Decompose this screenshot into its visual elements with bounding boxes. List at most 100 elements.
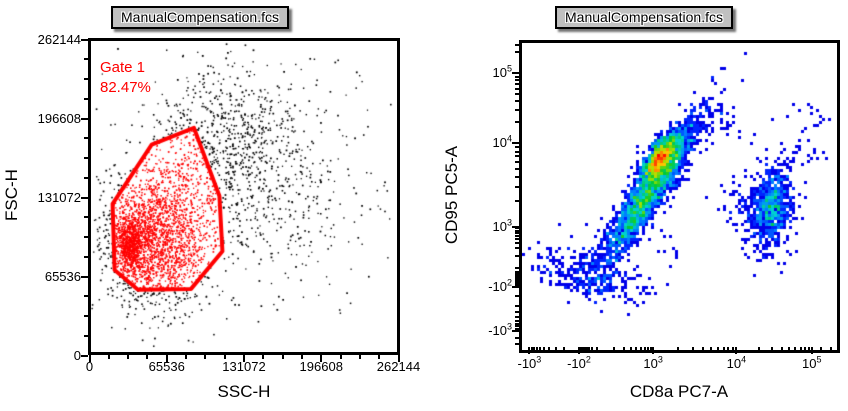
y-major-tick <box>81 196 88 199</box>
x-minor-tick <box>127 355 130 359</box>
y-minor-tick <box>515 255 519 258</box>
x-minor-tick <box>185 355 188 359</box>
y-minor-tick <box>515 273 519 275</box>
y-minor-tick <box>515 109 519 111</box>
x-minor-tick <box>643 347 646 351</box>
y-minor-tick <box>515 146 519 149</box>
x-axis-label-left[interactable]: SSC-H <box>217 382 271 401</box>
x-tick-label: 105 <box>802 354 822 371</box>
x-minor-tick <box>649 347 652 351</box>
y-minor-tick <box>84 216 88 219</box>
x-major-tick <box>243 355 245 362</box>
y-major-tick <box>512 225 519 228</box>
y-minor-tick <box>515 43 519 46</box>
x-minor-tick <box>731 347 734 351</box>
y-tick-label: 105 <box>492 63 512 81</box>
x-minor-tick <box>204 355 207 359</box>
x-minor-tick <box>563 347 566 351</box>
plot-title-left[interactable]: ManualCompensation.fcs <box>111 6 289 29</box>
x-minor-tick <box>820 347 822 351</box>
x-minor-tick <box>591 347 594 351</box>
x-axis-label-right[interactable]: CD8a PC7-A <box>629 382 729 401</box>
y-minor-tick <box>84 78 88 80</box>
x-minor-tick <box>378 355 381 359</box>
y-major-tick <box>81 117 88 120</box>
y-minor-tick <box>515 316 519 319</box>
y-minor-tick <box>515 51 519 54</box>
y-minor-tick <box>515 280 519 283</box>
x-minor-tick <box>808 347 811 351</box>
y-major-tick <box>81 354 88 357</box>
x-major-tick <box>88 355 91 362</box>
y-minor-tick <box>515 82 519 85</box>
y-minor-tick <box>515 237 519 240</box>
x-minor-tick <box>223 355 226 359</box>
x-minor-tick <box>530 347 533 351</box>
y-minor-tick <box>515 160 519 163</box>
x-major-tick <box>528 347 531 354</box>
y-minor-tick <box>515 75 519 78</box>
x-major-tick <box>578 347 580 354</box>
fsc-ssc-plot-area[interactable]: Gate 1 82.47% <box>88 38 400 355</box>
y-minor-tick <box>515 175 519 178</box>
y-tick-label: 196608 <box>37 110 81 126</box>
x-minor-tick <box>794 347 797 351</box>
x-minor-tick <box>595 347 598 351</box>
y-minor-tick <box>515 234 519 237</box>
gate-name: Gate 1 <box>100 59 146 76</box>
plot-title-right[interactable]: ManualCompensation.fcs <box>555 6 733 29</box>
y-minor-tick <box>515 325 519 328</box>
x-minor-tick <box>107 355 110 359</box>
density-plot-canvas[interactable] <box>522 43 837 350</box>
x-minor-tick <box>536 347 539 351</box>
y-minor-tick <box>515 247 519 250</box>
y-tick-label: 103 <box>492 217 512 234</box>
y-minor-tick <box>515 278 519 281</box>
y-minor-tick <box>515 87 519 90</box>
y-tick-label: 0 <box>73 347 81 363</box>
x-major-tick <box>320 355 323 362</box>
x-minor-tick <box>716 347 719 351</box>
x-minor-tick <box>710 347 713 351</box>
y-minor-tick <box>515 342 519 345</box>
dot-plot-canvas[interactable] <box>91 41 397 352</box>
cd8a-cd95-plot-area[interactable] <box>519 40 840 353</box>
y-minor-tick <box>515 229 519 232</box>
x-minor-tick <box>780 347 783 351</box>
y-minor-tick <box>84 255 88 258</box>
y-minor-tick <box>515 322 519 325</box>
y-major-tick <box>512 329 519 332</box>
y-minor-tick <box>84 137 88 140</box>
x-minor-tick <box>583 347 586 351</box>
x-major-tick <box>810 347 813 354</box>
y-minor-tick <box>515 150 519 153</box>
y-tick-label: -102 <box>488 277 512 295</box>
y-axis-label-right[interactable]: CD95 PC5-A <box>442 145 461 245</box>
y-minor-tick <box>515 274 519 277</box>
x-tick-label: 131072 <box>222 359 266 374</box>
x-tick-label: 196608 <box>299 359 343 374</box>
x-minor-tick <box>635 347 638 351</box>
x-minor-tick <box>788 347 791 351</box>
y-minor-tick <box>84 157 88 159</box>
x-major-tick <box>652 347 655 354</box>
gate-label[interactable]: Gate 1 82.47% <box>100 58 151 98</box>
y-minor-tick <box>84 334 88 337</box>
x-minor-tick <box>339 355 342 359</box>
x-minor-tick <box>771 347 774 351</box>
y-minor-tick <box>84 315 88 317</box>
x-minor-tick <box>691 347 694 351</box>
y-minor-tick <box>515 304 519 307</box>
x-minor-tick <box>612 347 615 351</box>
y-minor-tick <box>84 295 88 298</box>
y-major-tick <box>512 72 519 75</box>
y-minor-tick <box>515 242 519 244</box>
x-tick-label: 65536 <box>148 359 185 374</box>
y-minor-tick <box>515 294 519 297</box>
y-minor-tick <box>515 282 519 285</box>
x-minor-tick <box>585 347 588 351</box>
y-minor-tick <box>515 327 519 330</box>
y-tick-label: 262144 <box>37 31 81 47</box>
x-minor-tick <box>262 355 265 359</box>
